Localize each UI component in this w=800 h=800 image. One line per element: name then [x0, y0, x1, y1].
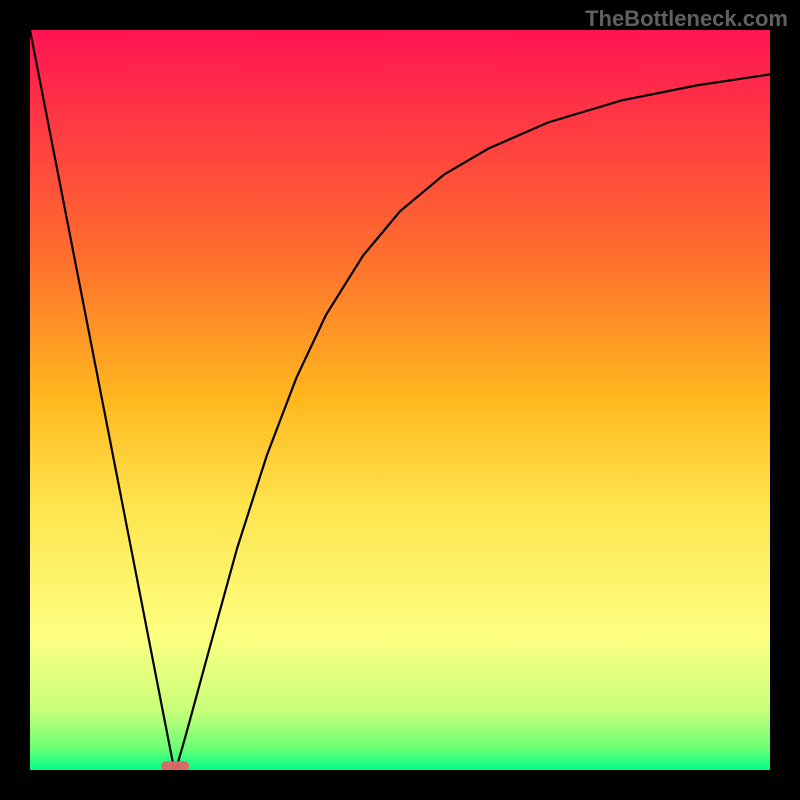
watermark-text: TheBottleneck.com — [585, 6, 788, 32]
chart-canvas: TheBottleneck.com — [0, 0, 800, 800]
trough-marker — [161, 761, 189, 770]
plot-svg — [30, 30, 770, 770]
gradient-background — [30, 30, 770, 770]
plot-area — [30, 30, 770, 770]
